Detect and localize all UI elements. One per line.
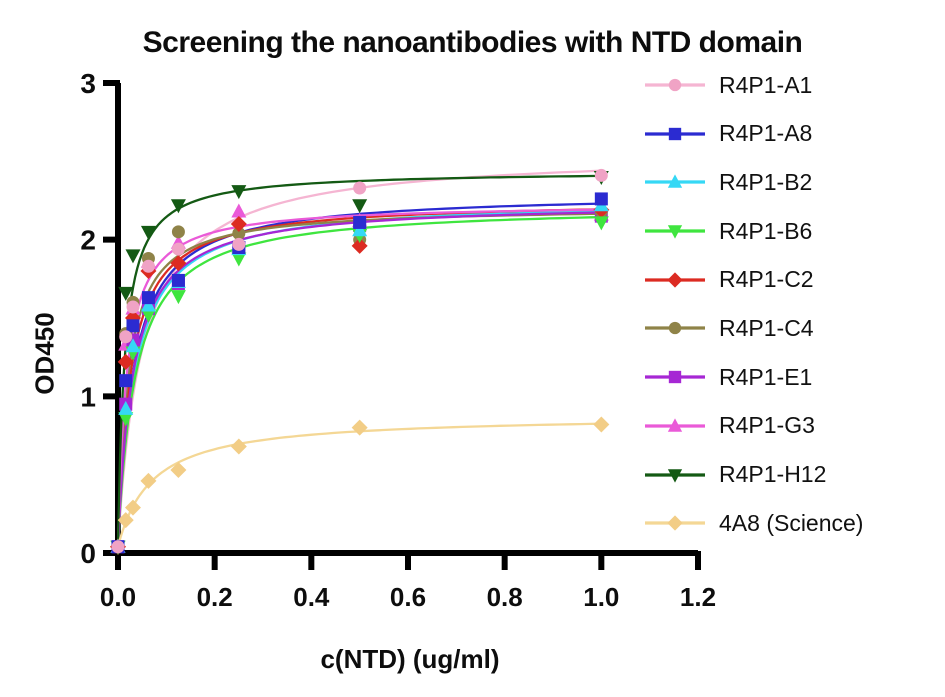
x-tick-label-0.4: 0.4 bbox=[293, 582, 330, 612]
y-tick-label-0: 0 bbox=[80, 538, 96, 569]
point-R4P1-H12-x0.016 bbox=[118, 286, 134, 301]
legend-label: 4A8 (Science) bbox=[719, 509, 864, 536]
point-R4P1-C4-x0.25 bbox=[232, 226, 246, 240]
markers-R4P1-A8 bbox=[111, 192, 608, 554]
point-R4P1-C4-x0.125 bbox=[171, 225, 185, 239]
legend-item-R4P1-A1: R4P1-A1 bbox=[645, 70, 863, 100]
point-R4P1-H12-x0.063 bbox=[140, 225, 156, 240]
markers-R4P1-A1 bbox=[111, 168, 608, 554]
legend: R4P1-A1 R4P1-A8 R4P1-B2 R4P1-B6 R4P1-C2 R4P1-… bbox=[645, 70, 863, 557]
legend-item-R4P1-E1: R4P1-E1 bbox=[645, 362, 863, 392]
point-R4P1-A1-x1 bbox=[594, 168, 608, 182]
y-tick-label-3: 3 bbox=[80, 68, 96, 99]
axes-frame bbox=[115, 83, 698, 556]
point-R4P1-B2-x0.063 bbox=[140, 297, 156, 312]
point-R4P1-A8-x0.5 bbox=[353, 215, 367, 229]
legend-marker-R4P1-A8-icon bbox=[645, 127, 705, 140]
point-R4P1-B6-x0.063 bbox=[140, 308, 156, 323]
point-R4P1-B2-x0.5 bbox=[352, 222, 368, 237]
legend-marker-R4P1-C4-icon bbox=[645, 322, 705, 335]
point-R4P1-A1-x0.25 bbox=[232, 237, 246, 251]
legend-item-R4P1-C2: R4P1-C2 bbox=[645, 265, 863, 295]
point-R4P1-H12-x0.25 bbox=[231, 185, 247, 200]
point-R4P1-C2-x0.016 bbox=[117, 353, 134, 370]
point-R4P1-A1-x0.5 bbox=[353, 181, 367, 195]
point-4A8 (Science)-x0.125 bbox=[170, 461, 187, 478]
point-R4P1-B2-x0.031 bbox=[125, 338, 141, 353]
point-R4P1-H12-x0.031 bbox=[125, 249, 141, 264]
x-tick-label-0.2: 0.2 bbox=[197, 582, 233, 612]
legend-label: R4P1-H12 bbox=[719, 461, 827, 487]
point-R4P1-A1-x0.125 bbox=[171, 242, 185, 256]
legend-item-R4P1-B2: R4P1-B2 bbox=[645, 167, 863, 197]
point-R4P1-A1-x0.031 bbox=[126, 300, 140, 314]
y-tick-label-2: 2 bbox=[80, 225, 96, 256]
legend-item-R4P1-A8: R4P1-A8 bbox=[645, 119, 863, 149]
legend-marker-R4P1-G3-icon bbox=[645, 418, 705, 432]
legend-item-R4P1-H12: R4P1-H12 bbox=[645, 460, 863, 490]
x-tick-label-0.6: 0.6 bbox=[390, 582, 426, 612]
legend-marker-R4P1-E1-icon bbox=[645, 370, 705, 384]
point-4A8 (Science)-x0.063 bbox=[140, 472, 157, 489]
point-R4P1-G3-x0.25 bbox=[231, 203, 247, 218]
point-R4P1-A8-x0.063 bbox=[141, 291, 155, 305]
point-R4P1-A8-x0.016 bbox=[119, 374, 133, 388]
point-4A8 (Science)-x1 bbox=[593, 416, 610, 433]
curve-R4P1-B6 bbox=[116, 215, 603, 548]
legend-marker-R4P1-B2-icon bbox=[645, 174, 705, 189]
point-R4P1-H12-x0.125 bbox=[170, 199, 186, 214]
legend-label: R4P1-C2 bbox=[719, 266, 814, 293]
legend-item-R4P1-C4: R4P1-C4 bbox=[645, 313, 863, 343]
point-R4P1-H12-x0.5 bbox=[352, 199, 368, 214]
legend-item-R4P1-G3: R4P1-G3 bbox=[645, 411, 863, 441]
x-tick-label-0.0: 0.0 bbox=[100, 582, 136, 612]
legend-marker-R4P1-B6-icon bbox=[645, 225, 705, 239]
legend-label: R4P1-A8 bbox=[719, 120, 813, 147]
point-R4P1-A1-x0 bbox=[111, 540, 125, 554]
legend-marker-R4P1-H12-icon bbox=[645, 468, 705, 483]
legend-marker-R4P1-A1-icon bbox=[645, 78, 705, 92]
x-tick-label-0.8: 0.8 bbox=[487, 582, 523, 612]
legend-label: R4P1-A1 bbox=[719, 71, 813, 98]
point-4A8 (Science)-x0.031 bbox=[124, 499, 141, 516]
legend-label: R4P1-E1 bbox=[719, 363, 813, 390]
x-axis-label: c(NTD) (ug/ml) bbox=[320, 644, 500, 674]
point-4A8 (Science)-x0.5 bbox=[351, 419, 368, 436]
point-4A8 (Science)-x0.25 bbox=[230, 438, 247, 455]
y-tick-label-1: 1 bbox=[80, 381, 96, 412]
legend-label: R4P1-G3 bbox=[719, 412, 815, 439]
point-R4P1-A8-x1 bbox=[594, 192, 608, 206]
x-tick-label-1.2: 1.2 bbox=[680, 582, 716, 612]
y-axis-label: OD450 bbox=[29, 312, 60, 395]
point-R4P1-B6-x0.125 bbox=[170, 290, 186, 305]
point-R4P1-C2-x0.25 bbox=[230, 216, 247, 232]
legend-item-4A8 (Science): 4A8 (Science) bbox=[645, 508, 863, 538]
x-tick-label-1.0: 1.0 bbox=[583, 582, 619, 612]
markers-R4P1-E1 bbox=[111, 209, 608, 554]
point-R4P1-C2-x0.125 bbox=[170, 255, 187, 272]
point-R4P1-B6-x0.25 bbox=[231, 252, 247, 267]
point-R4P1-A1-x0.016 bbox=[119, 330, 133, 344]
point-R4P1-C2-x0.5 bbox=[351, 237, 368, 254]
legend-item-R4P1-B6: R4P1-B6 bbox=[645, 216, 863, 246]
point-R4P1-B2-x0.016 bbox=[118, 400, 134, 415]
point-R4P1-A1-x0.063 bbox=[141, 259, 155, 273]
curve-4A8 (Science) bbox=[116, 422, 603, 548]
point-4A8 (Science)-x0.016 bbox=[117, 512, 134, 529]
curve-R4P1-A8 bbox=[116, 202, 603, 548]
chart-title: Screening the nanoantibodies with NTD do… bbox=[142, 26, 803, 59]
point-R4P1-A8-x0.125 bbox=[171, 273, 185, 287]
legend-marker-R4P1-C2-icon bbox=[645, 272, 705, 288]
legend-marker-4A8 (Science)-icon bbox=[645, 515, 705, 531]
point-R4P1-B6-x0.016 bbox=[118, 412, 134, 427]
legend-label: R4P1-B6 bbox=[719, 217, 813, 244]
point-R4P1-B6-x1 bbox=[593, 216, 609, 231]
legend-label: R4P1-B2 bbox=[719, 168, 813, 195]
markers-4A8 (Science) bbox=[110, 416, 610, 555]
legend-label: R4P1-C4 bbox=[719, 314, 814, 341]
point-R4P1-A8-x0.031 bbox=[126, 319, 140, 333]
